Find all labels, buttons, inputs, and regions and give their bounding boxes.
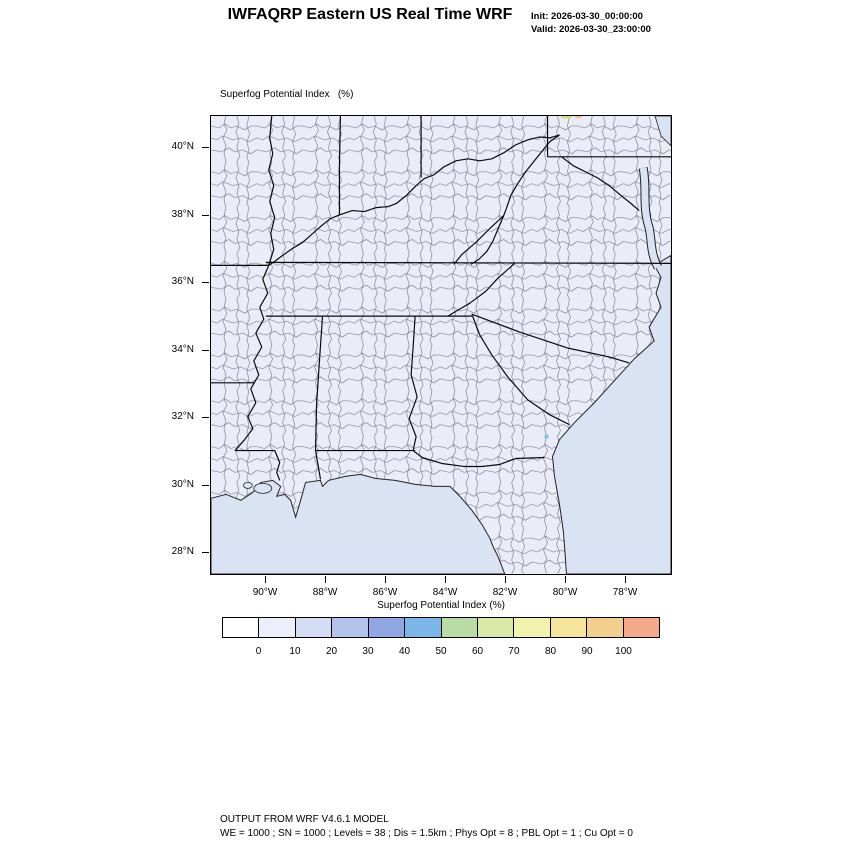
colorbar-cell <box>405 618 442 637</box>
lon-tick-label: 88°W <box>312 587 338 598</box>
lon-tick <box>325 576 326 583</box>
colorbar-tick-label: 100 <box>615 646 632 657</box>
lon-tick-label: 80°W <box>552 587 578 598</box>
colorbar-cell <box>623 618 660 637</box>
colorbar-title: Superfog Potential Index (%) <box>377 600 505 611</box>
init-time-label: Init: 2026-03-30_00:00:00 <box>531 11 643 22</box>
lat-tick <box>202 214 209 216</box>
lat-tick-label: 32°N <box>171 411 194 422</box>
chesapeake-bay <box>639 167 662 270</box>
lon-tick <box>505 576 506 583</box>
colorbar-cell <box>259 618 296 637</box>
footer-line-1: OUTPUT FROM WRF V4.6.1 MODEL <box>220 814 389 825</box>
lat-tick-label: 40°N <box>171 141 194 152</box>
colorbar-cell <box>332 618 369 637</box>
colorbar-tick-label: 90 <box>581 646 593 657</box>
lon-tick <box>565 576 566 583</box>
lon-tick <box>445 576 446 583</box>
lat-tick <box>202 282 209 283</box>
colorbar-tick-label: 30 <box>362 646 374 657</box>
model-run-meta: Init: 2026-03-30_00:00:00 Valid: 2026-03… <box>531 10 651 36</box>
colorbar-cell <box>368 618 406 637</box>
colorbar-cells <box>222 617 660 638</box>
lon-tick-label: 78°W <box>612 587 638 598</box>
latitude-axis: 40°N 38°N 36°N 34°N 32°N 30°N 28°N <box>0 115 210 575</box>
lon-tick <box>625 576 626 583</box>
page-title: IWFAQRP Eastern US Real Time WRF <box>227 6 513 23</box>
state-borders <box>211 116 671 481</box>
colorbar-cell <box>550 618 588 637</box>
map-svg <box>211 116 671 574</box>
lat-tick <box>202 349 209 351</box>
lake-pontchartrain <box>253 482 273 494</box>
lon-tick-label: 82°W <box>492 587 518 598</box>
colorbar-cell <box>223 618 260 637</box>
longitude-axis: 90°W 88°W 86°W 84°W 82°W 80°W 78°W <box>210 576 672 606</box>
colorbar-cell <box>514 618 551 637</box>
lat-tick-label: 30°N <box>171 478 194 490</box>
field-label: Superfog Potential Index (%) <box>220 89 354 100</box>
atlantic-ocean <box>552 254 671 574</box>
colorbar-tick-label: 20 <box>325 646 338 657</box>
lon-tick-label: 84°W <box>432 587 458 598</box>
lon-tick <box>265 576 266 583</box>
lat-tick-label: 38°N <box>171 208 194 220</box>
colorbar-cell <box>587 618 624 637</box>
lat-tick <box>202 552 209 553</box>
footer-line-2: WE = 1000 ; SN = 1000 ; Levels = 38 ; Di… <box>220 827 633 839</box>
colorbar-tick-label: 60 <box>471 646 484 657</box>
delaware-bay <box>654 116 671 147</box>
superfog-speck <box>544 434 549 439</box>
valid-time-label: Valid: 2026-03-30_23:00:00 <box>531 24 651 35</box>
colorbar-tick-label: 70 <box>508 646 520 657</box>
lat-tick-label: 28°N <box>171 546 194 557</box>
lat-tick <box>202 484 209 486</box>
colorbar-cell <box>441 618 478 637</box>
lon-tick-label: 90°W <box>252 587 278 598</box>
superfog-speck <box>561 116 572 119</box>
lat-tick-label: 36°N <box>171 276 194 287</box>
colorbar-tick-label: 0 <box>255 646 262 657</box>
lat-tick-label: 34°N <box>171 343 194 355</box>
footer-text: OUTPUT FROM WRF V4.6.1 MODEL WE = 1000 ;… <box>220 813 633 840</box>
lake-maurepas <box>242 482 253 489</box>
map-frame <box>210 115 672 575</box>
colorbar-cell <box>295 618 333 637</box>
colorbar-tick-label: 10 <box>289 646 301 657</box>
lon-tick-label: 86°W <box>372 587 398 598</box>
colorbar-tick-label: 40 <box>398 646 411 657</box>
superfog-speck <box>575 116 582 118</box>
colorbar-labels: 0 10 20 30 40 50 60 70 80 90 100 <box>222 646 660 660</box>
lat-tick <box>202 417 209 418</box>
colorbar-tick-label: 50 <box>435 646 447 657</box>
colorbar-cell <box>477 618 515 637</box>
gulf-of-mexico <box>211 473 506 574</box>
lon-tick <box>385 576 386 583</box>
lat-tick <box>202 147 209 148</box>
colorbar-tick-label: 80 <box>544 646 557 657</box>
